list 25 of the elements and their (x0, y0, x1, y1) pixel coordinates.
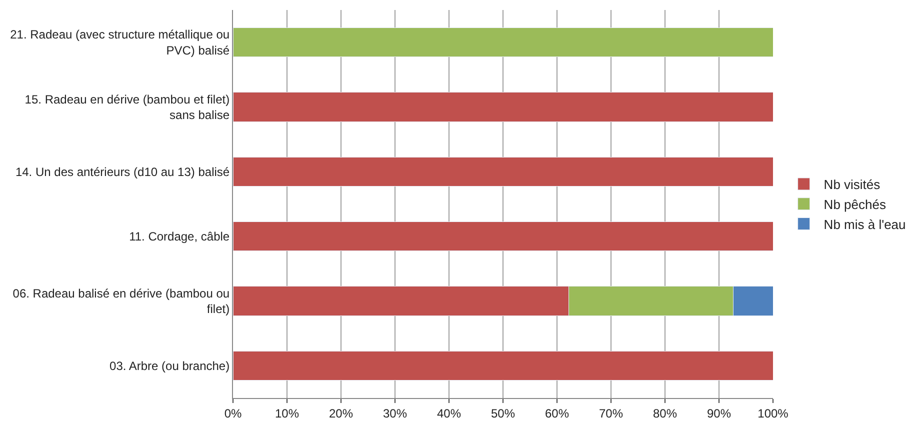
bar (233, 92, 773, 122)
legend-label: Nb visités (824, 177, 881, 192)
x-tick-label: 70% (598, 406, 624, 420)
bar (233, 350, 773, 380)
y-tick-label: 14. Un des antérieurs (d10 au 13) balisé (15, 164, 230, 179)
x-tick-label: 80% (652, 406, 678, 420)
y-tick-label: 21. Radeau (avec structure métallique ou PVC) balisé (10, 28, 230, 58)
legend-label: Nb pêchés (824, 196, 886, 212)
y-tick-label: 15. Radeau en dérive (bambou et filet) sans balise (24, 92, 230, 122)
legend-label: Nb mis à l'eau (824, 216, 906, 232)
x-tick-label: 90% (706, 406, 732, 420)
x-tick-label: 50% (490, 406, 516, 420)
x-tick-label: 40% (436, 406, 462, 420)
x-tick-label: 10% (274, 406, 300, 420)
bar (233, 28, 773, 58)
y-tick-label: 03. Arbre (ou branche) (110, 358, 230, 373)
x-tick-label: 30% (382, 406, 408, 420)
x-tick-label: 0% (224, 406, 242, 420)
x-tick-label: 100% (758, 406, 789, 420)
y-tick-label: 06. Radeau balisé en dérive (bambou ou filet) (12, 286, 230, 316)
bar (233, 222, 773, 252)
bar (233, 156, 773, 186)
y-tick-label: 11. Cordage, câble (129, 230, 230, 244)
x-tick-label: 60% (544, 406, 570, 420)
x-tick-label: 20% (328, 406, 354, 420)
